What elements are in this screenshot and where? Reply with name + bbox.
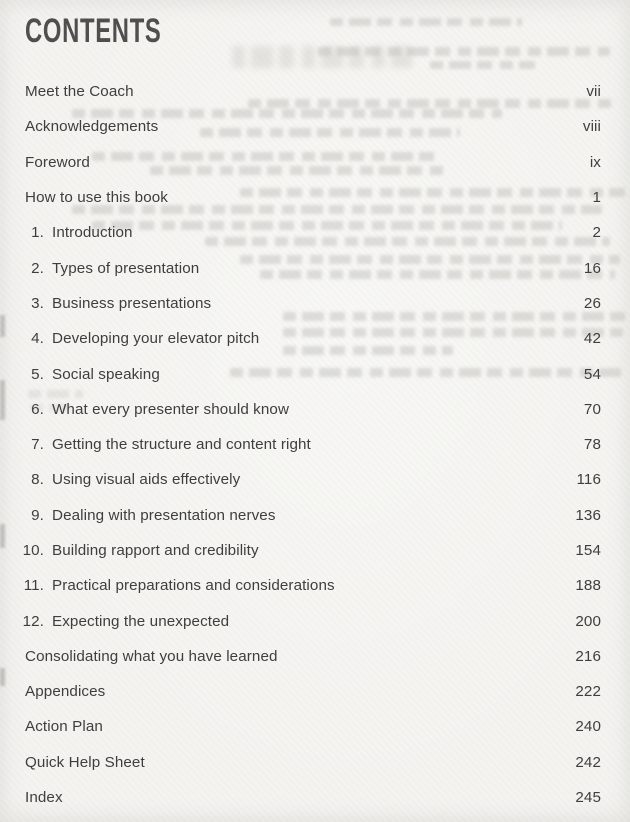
toc-entry-number: 2. xyxy=(31,259,44,277)
bleedthrough-text xyxy=(330,18,522,26)
toc-entry: 8. Using visual aids effectively 116 xyxy=(0,462,630,497)
toc-entry: Meet the Coach vii xyxy=(0,74,630,109)
toc-entry-page: 2 xyxy=(592,224,601,242)
toc-entry-label: Using visual aids effectively xyxy=(52,471,241,489)
toc-entry: 10. Building rapport and credibility 154 xyxy=(0,533,630,568)
toc-entry-number: 6. xyxy=(31,400,44,418)
toc-entry: Consolidating what you have learned 216 xyxy=(0,639,630,674)
toc-entry-number: 5. xyxy=(31,365,44,383)
toc-entry-label: Practical preparations and consideration… xyxy=(52,577,335,595)
toc-entry: 7. Getting the structure and content rig… xyxy=(0,427,630,462)
toc-entry-label: Foreword xyxy=(25,153,90,171)
toc-entry-label: Expecting the unexpected xyxy=(52,612,230,630)
page-title: CONTENTS xyxy=(25,12,162,50)
toc-entry-page: 245 xyxy=(575,789,601,807)
toc-entry-page: vii xyxy=(586,83,601,101)
toc-entry-label: Developing your elevator pitch xyxy=(52,330,260,348)
toc-entry: 12. Expecting the unexpected 200 xyxy=(0,603,630,638)
toc-entry-label: Getting the structure and content right xyxy=(52,436,311,454)
toc-entry: 1. Introduction 2 xyxy=(0,215,630,250)
toc-entry-label: How to use this book xyxy=(25,189,168,207)
toc-entry-label: Appendices xyxy=(25,683,106,701)
toc-entry: 4. Developing your elevator pitch 42 xyxy=(0,321,630,356)
toc-entry-label: Acknowledgements xyxy=(25,118,159,136)
toc-entry: 2. Types of presentation 16 xyxy=(0,250,630,285)
toc-entry-label: Quick Help Sheet xyxy=(25,753,145,771)
toc-entry-number: 9. xyxy=(31,506,44,524)
toc-entry-label: Social speaking xyxy=(52,365,160,383)
toc-entry-page: 242 xyxy=(575,753,601,771)
bleedthrough-text xyxy=(318,47,610,56)
toc-entry-page: ix xyxy=(589,153,601,171)
toc-entry: Foreword ix xyxy=(0,145,630,180)
toc-entry-label: Business presentations xyxy=(52,294,212,312)
toc-entry-page: 1 xyxy=(592,189,601,207)
toc-entry-number: 1. xyxy=(31,224,44,242)
toc-entry-number: 8. xyxy=(31,471,44,489)
toc-entry-page: 116 xyxy=(576,471,601,489)
toc-entry-page: 16 xyxy=(583,259,601,277)
toc-entry: 5. Social speaking 54 xyxy=(0,356,630,391)
toc-entry: 11. Practical preparations and considera… xyxy=(0,568,630,603)
toc-entry-page: 42 xyxy=(583,330,601,348)
toc-entry-label: Building rapport and credibility xyxy=(52,542,259,559)
toc-entry-label: Consolidating what you have learned xyxy=(25,647,278,665)
toc-entry-number: 11. xyxy=(23,577,44,595)
toc-entry: Appendices 222 xyxy=(0,674,630,709)
toc-entry-page: 200 xyxy=(575,612,601,630)
toc-entry: 9. Dealing with presentation nerves 136 xyxy=(0,498,630,533)
toc-entry: Acknowledgements viii xyxy=(0,109,630,144)
toc-entry-page: 240 xyxy=(575,718,601,736)
toc-entry-label: Dealing with presentation nerves xyxy=(52,506,276,524)
toc-entry-number: 10. xyxy=(22,542,44,559)
toc-entry-label: Meet the Coach xyxy=(25,83,134,101)
bleedthrough-text xyxy=(430,61,535,69)
toc-entry-label: Introduction xyxy=(52,224,133,242)
toc-entry-page: 216 xyxy=(575,647,601,665)
toc-entry-number: 7. xyxy=(31,436,44,454)
toc-entry-label: Action Plan xyxy=(25,718,103,736)
toc-entry-number: 3. xyxy=(31,294,44,312)
toc-entry-page: 222 xyxy=(575,683,601,701)
toc-entry-page: 188 xyxy=(575,577,601,595)
toc-entry-page: 70 xyxy=(583,400,601,418)
toc-entry: 3. Business presentations 26 xyxy=(0,286,630,321)
toc-entry-label: What every presenter should know xyxy=(52,400,290,418)
toc-entry-page: 54 xyxy=(583,365,601,383)
toc-entry: Index 245 xyxy=(0,780,630,815)
toc-entry: 6. What every presenter should know 70 xyxy=(0,392,630,427)
toc-entry-page: 26 xyxy=(583,294,601,312)
toc-entry-page: 154 xyxy=(575,542,601,559)
toc-entry: Quick Help Sheet 242 xyxy=(0,745,630,780)
toc-entry-page: 78 xyxy=(583,436,601,454)
toc-entry: How to use this book 1 xyxy=(0,180,630,215)
toc-entry-label: Types of presentation xyxy=(52,259,200,277)
toc-entry-label: Index xyxy=(25,789,63,807)
table-of-contents: Meet the Coach vii Acknowledgements viii… xyxy=(0,74,630,815)
toc-entry-page: viii xyxy=(582,118,601,136)
toc-entry: Action Plan 240 xyxy=(0,709,630,744)
toc-entry-page: 136 xyxy=(575,506,601,524)
toc-entry-number: 4. xyxy=(31,330,44,348)
bleedthrough-text xyxy=(232,46,412,68)
toc-entry-number: 12. xyxy=(22,612,44,630)
